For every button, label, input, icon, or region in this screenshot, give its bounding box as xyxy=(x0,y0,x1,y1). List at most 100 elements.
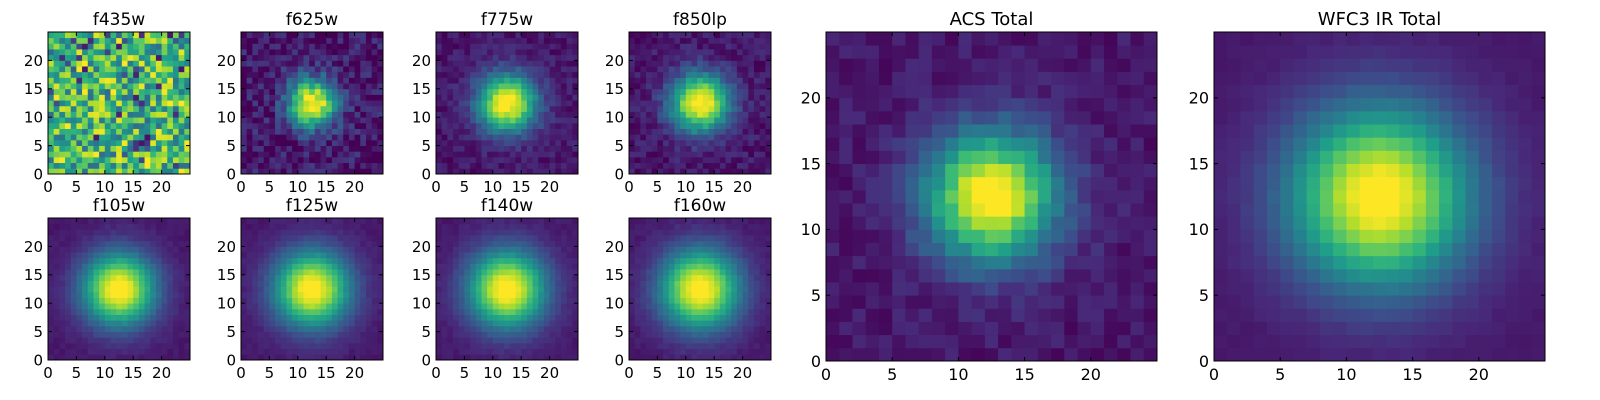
heatmap-cell xyxy=(326,257,333,264)
heatmap-cell xyxy=(759,145,766,152)
heatmap-cell xyxy=(736,348,743,355)
heatmap-cell xyxy=(453,257,460,264)
heatmap-cell xyxy=(543,66,550,73)
heatmap-cell xyxy=(292,235,299,242)
heatmap-cell xyxy=(297,54,304,61)
heatmap-cell xyxy=(93,156,100,164)
heatmap-cell xyxy=(161,32,168,39)
heatmap-cell xyxy=(498,218,505,225)
heatmap-cell xyxy=(161,280,168,287)
heatmap-cell xyxy=(144,128,151,135)
heatmap-cell xyxy=(526,263,533,270)
heatmap-cell xyxy=(275,37,282,44)
heatmap-cell xyxy=(93,94,100,101)
heatmap-cell xyxy=(172,252,180,259)
heatmap-cell xyxy=(263,43,270,50)
heatmap-cell xyxy=(331,49,338,56)
heatmap-cell xyxy=(292,60,299,67)
heatmap-cell xyxy=(167,117,174,124)
heatmap-cell xyxy=(65,286,72,293)
heatmap-cell xyxy=(646,156,653,164)
heatmap-cell xyxy=(280,303,287,310)
heatmap-cell xyxy=(326,274,333,281)
heatmap-cell xyxy=(543,354,550,361)
heatmap-cell xyxy=(377,325,384,332)
heatmap-cell xyxy=(104,257,111,264)
heatmap-cell xyxy=(629,128,636,135)
heatmap-cell xyxy=(121,280,128,287)
heatmap-cell xyxy=(320,252,327,259)
heatmap-cell xyxy=(663,94,670,101)
heatmap-cell xyxy=(498,117,505,124)
heatmap-cell xyxy=(566,218,573,225)
heatmap-cell xyxy=(269,37,276,44)
heatmap-cell xyxy=(167,303,174,310)
heatmap-cell xyxy=(674,134,681,141)
heatmap-cell xyxy=(765,308,772,315)
heatmap-cell xyxy=(736,100,743,107)
heatmap-cell xyxy=(297,49,304,56)
heatmap-cell xyxy=(447,286,454,293)
heatmap-cell xyxy=(161,257,168,264)
heatmap-cell xyxy=(258,156,265,164)
heatmap-cell xyxy=(651,100,658,107)
heatmap-cell xyxy=(269,71,276,78)
heatmap-cell xyxy=(572,229,579,236)
heatmap-cell xyxy=(354,348,361,355)
heatmap-cell xyxy=(646,54,653,61)
heatmap-cell xyxy=(453,303,460,310)
heatmap-cell xyxy=(133,117,140,124)
heatmap-cell xyxy=(167,111,174,118)
heatmap-cell xyxy=(651,105,658,112)
heatmap-cell xyxy=(702,32,709,39)
heatmap-cell xyxy=(297,223,304,230)
heatmap-cell xyxy=(241,77,248,84)
heatmap-cell xyxy=(441,156,448,164)
heatmap-cell xyxy=(87,162,94,169)
heatmap-cell xyxy=(138,291,145,298)
heatmap-cell xyxy=(258,139,265,146)
heatmap-cell xyxy=(48,128,55,135)
heatmap-cell xyxy=(110,291,117,298)
heatmap-cell xyxy=(110,342,117,350)
heatmap-cell xyxy=(326,122,333,129)
heatmap-cell xyxy=(99,139,106,146)
heatmap-cell xyxy=(560,100,568,107)
heatmap-cell xyxy=(708,168,715,175)
heatmap-cell xyxy=(521,162,528,169)
heatmap-cell xyxy=(138,320,145,327)
heatmap-cell xyxy=(685,32,692,39)
heatmap-cell xyxy=(685,280,692,287)
heatmap-cell xyxy=(70,37,77,44)
heatmap-cell xyxy=(748,100,755,107)
heatmap-cell xyxy=(116,308,123,315)
heatmap-cell xyxy=(241,263,248,270)
heatmap-cell xyxy=(657,291,664,298)
heatmap-cell xyxy=(663,162,670,169)
heatmap-cell xyxy=(184,77,191,84)
heatmap-cell xyxy=(70,235,77,242)
heatmap-cell xyxy=(668,43,675,50)
heatmap-cell xyxy=(464,156,471,164)
heatmap-cell xyxy=(725,105,732,112)
heatmap-cell xyxy=(161,117,168,124)
heatmap-cell xyxy=(116,314,123,321)
heatmap-cell xyxy=(127,229,134,236)
heatmap-cell xyxy=(76,325,83,332)
heatmap-cell xyxy=(286,223,293,230)
heatmap-cell xyxy=(280,218,287,225)
heatmap-cell xyxy=(138,37,145,44)
heatmap-cell xyxy=(150,308,157,315)
heatmap-cell xyxy=(110,274,117,281)
heatmap-cell xyxy=(127,223,134,230)
heatmap-cell xyxy=(509,320,516,327)
heatmap-cell xyxy=(184,60,191,67)
heatmap-cell xyxy=(246,235,253,242)
heatmap-cell xyxy=(714,49,721,56)
heatmap-cell xyxy=(492,325,499,332)
heatmap-cell xyxy=(708,49,715,56)
heatmap-cell xyxy=(532,320,539,327)
heatmap-cell xyxy=(70,252,77,259)
y-tick-label: 5 xyxy=(33,323,43,341)
heatmap-cell xyxy=(470,291,477,298)
